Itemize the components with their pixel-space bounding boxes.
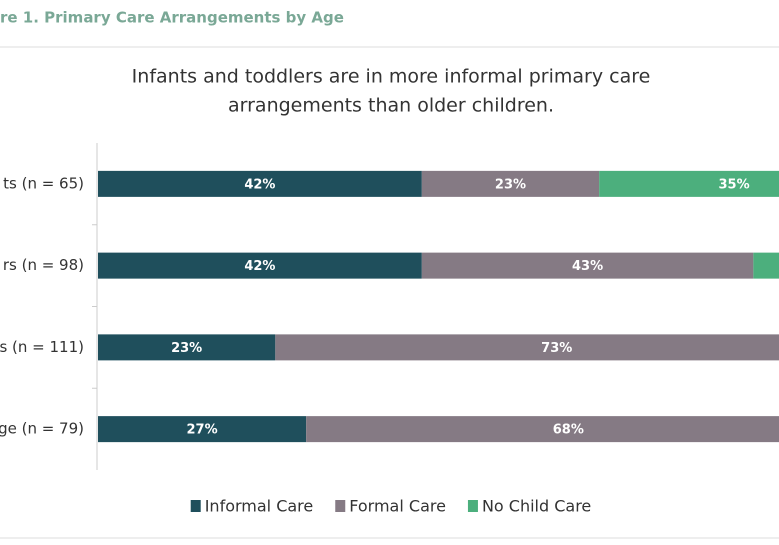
bar-segment [275,334,779,361]
bar-segment [421,170,600,197]
bar-segment [753,252,779,279]
subtitle: Infants and toddlers are in more informa… [132,66,651,88]
data-label: 35% [719,177,750,192]
bar-segment [98,170,422,197]
category-label: ts (n = 65) [3,174,84,192]
data-label: 42% [244,259,275,274]
legend-label: No Child Care [482,497,591,516]
subtitle: arrangements than older children. [228,95,554,117]
data-label: 42% [244,177,275,192]
bar-segment [306,416,779,443]
bar-segment [98,334,276,361]
category-label: rs (n = 111) [0,338,84,356]
legend-swatch [190,500,201,512]
data-label: 73% [541,341,572,356]
legend-label: Formal Care [349,497,446,516]
bar-segment [599,170,779,197]
legend-swatch [335,500,346,512]
category-label: rs (n = 98) [3,256,84,274]
category-label: ge (n = 79) [0,420,84,438]
data-label: 23% [495,177,526,192]
bar-segment [98,252,422,279]
data-label: 27% [187,423,218,438]
data-label: 23% [171,341,202,356]
data-label: 68% [553,423,584,438]
bar-segment [98,416,307,443]
bar-segment [421,252,754,279]
legend-label: Informal Care [205,497,314,516]
data-label: 43% [572,259,603,274]
chart-title: re 1. Primary Care Arrangements by Age [0,9,344,27]
legend-swatch [467,500,478,512]
